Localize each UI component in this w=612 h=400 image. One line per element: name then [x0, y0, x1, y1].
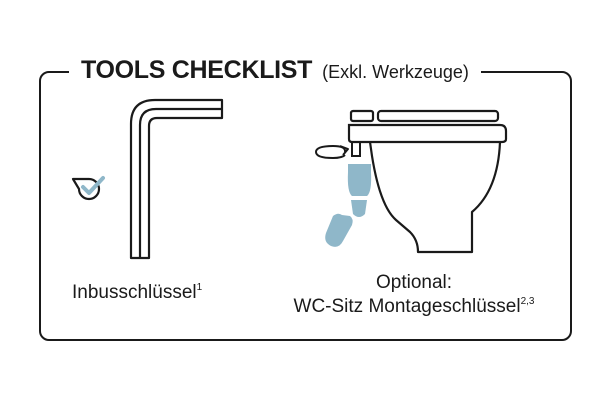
- allen-key-icon: [129, 98, 224, 260]
- header: TOOLS CHECKLIST (Exkl. Werkzeuge): [69, 52, 481, 88]
- item-label-optional: Optional:: [375, 272, 453, 293]
- page-title: TOOLS CHECKLIST: [81, 56, 313, 84]
- item-label-allen-key: Inbusschlüssel1: [72, 282, 203, 303]
- footnote-marker: 2,3: [520, 296, 535, 307]
- checkmark-badge-icon: [71, 176, 105, 201]
- toilet-wrench-icon: [314, 109, 508, 254]
- page-subtitle: (Exkl. Werkzeuge): [322, 62, 469, 82]
- item-label-seat-wrench: WC-Sitz Montageschlüssel2,3: [293, 296, 535, 317]
- footnote-marker: 1: [196, 282, 203, 293]
